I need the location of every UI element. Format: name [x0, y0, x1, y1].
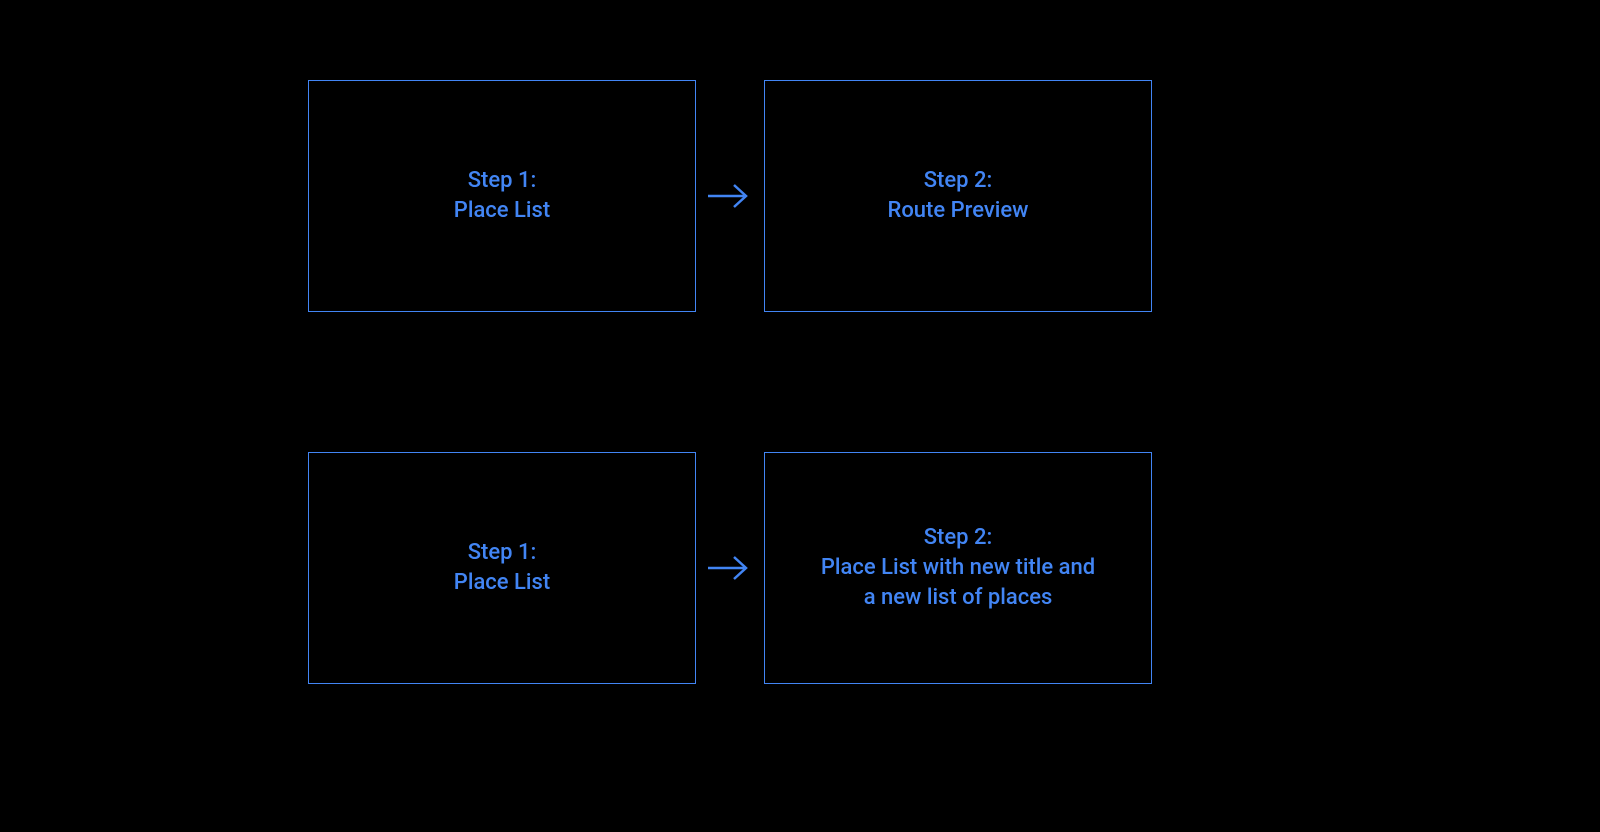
flowchart-diagram: Step 1: Place List Step 2: Route Preview…: [0, 0, 1600, 832]
flow-row: Step 1: Place List Step 2: Place List wi…: [308, 452, 1152, 684]
node-label: Step 1: Place List: [454, 538, 550, 597]
node-label: Step 2: Route Preview: [887, 166, 1028, 225]
node-label: Step 2: Place List with new title and a …: [821, 523, 1095, 612]
node-label: Step 1: Place List: [454, 166, 550, 225]
arrow-right-icon: [696, 548, 764, 588]
flow-node: Step 1: Place List: [308, 452, 696, 684]
flow-row: Step 1: Place List Step 2: Route Preview: [308, 80, 1152, 312]
flow-node: Step 1: Place List: [308, 80, 696, 312]
flow-node: Step 2: Place List with new title and a …: [764, 452, 1152, 684]
flow-node: Step 2: Route Preview: [764, 80, 1152, 312]
arrow-right-icon: [696, 176, 764, 216]
